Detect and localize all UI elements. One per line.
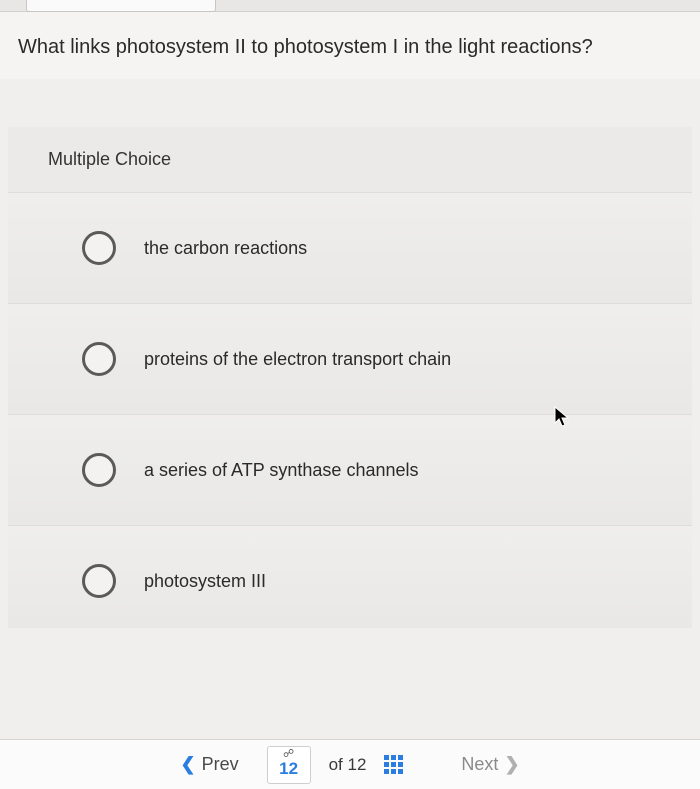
radio-icon[interactable] xyxy=(82,453,116,487)
page-indicator[interactable]: ☍ 12 xyxy=(267,746,311,784)
radio-icon[interactable] xyxy=(82,231,116,265)
question-text: What links photosystem II to photosystem… xyxy=(18,34,682,61)
question-area: What links photosystem II to photosystem… xyxy=(0,12,700,79)
mc-header: Multiple Choice xyxy=(8,127,692,192)
required-info-tab[interactable] xyxy=(26,0,216,12)
of-label: of xyxy=(329,755,343,774)
choice-option[interactable]: the carbon reactions xyxy=(8,192,692,303)
next-button[interactable]: Next ❯ xyxy=(451,748,529,781)
chevron-right-icon: ❯ xyxy=(504,754,519,775)
current-page: 12 xyxy=(279,760,298,777)
choice-label: the carbon reactions xyxy=(144,238,307,259)
prev-label: Prev xyxy=(202,754,239,775)
prev-button[interactable]: ❮ Prev xyxy=(170,748,248,781)
choice-label: proteins of the electron transport chain xyxy=(144,349,451,370)
choice-label: a series of ATP synthase channels xyxy=(144,460,419,481)
radio-icon[interactable] xyxy=(82,564,116,598)
footer-nav: ❮ Prev ☍ 12 of 12 Next ❯ xyxy=(0,739,700,789)
total-pages: 12 xyxy=(348,755,367,774)
choice-label: photosystem III xyxy=(144,571,266,592)
grid-icon[interactable] xyxy=(384,755,403,774)
choice-option[interactable]: photosystem III xyxy=(8,525,692,628)
choices-list: the carbon reactions proteins of the ele… xyxy=(8,192,692,628)
choice-option[interactable]: proteins of the electron transport chain xyxy=(8,303,692,414)
chevron-left-icon: ❮ xyxy=(180,754,195,775)
choice-option[interactable]: a series of ATP synthase channels xyxy=(8,414,692,525)
page-total: of 12 xyxy=(329,755,367,775)
next-label: Next xyxy=(461,754,498,775)
link-icon: ☍ xyxy=(283,749,294,760)
multiple-choice-block: Multiple Choice the carbon reactions pro… xyxy=(8,127,692,628)
radio-icon[interactable] xyxy=(82,342,116,376)
